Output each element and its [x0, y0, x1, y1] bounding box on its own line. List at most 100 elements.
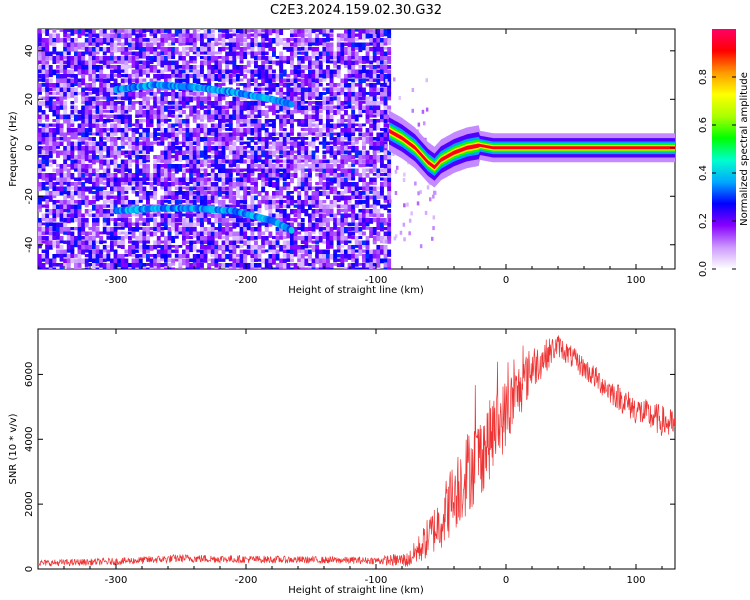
heatmap-cell	[243, 74, 248, 79]
heatmap-cell	[63, 69, 68, 75]
heatmap-cell	[264, 110, 269, 117]
heatmap-cell	[272, 74, 276, 81]
heatmap-cell	[92, 74, 96, 79]
heatmap-cell	[214, 105, 219, 113]
heatmap-cell	[286, 105, 291, 113]
heatmap-cell	[77, 222, 82, 230]
heatmap-cell	[354, 56, 359, 62]
heatmap-cell	[236, 96, 240, 103]
heatmap-cell	[286, 114, 291, 119]
heatmap-cell	[376, 249, 381, 256]
heatmap-cell	[48, 150, 53, 157]
heatmap-cell	[124, 191, 129, 194]
heatmap-cell	[282, 38, 287, 41]
heatmap-cell	[74, 159, 78, 164]
heatmap-cell	[383, 204, 388, 211]
heatmap-cell	[228, 60, 233, 65]
heatmap-cell	[63, 33, 68, 38]
heatmap-cell	[279, 245, 284, 252]
heatmap-cell	[344, 240, 348, 245]
heatmap-cell	[149, 218, 154, 222]
heatmap-cell	[142, 267, 147, 269]
heatmap-cell	[293, 218, 298, 223]
heatmap-cell	[135, 173, 140, 180]
heatmap-cell	[167, 74, 172, 82]
heatmap-cell	[257, 29, 262, 34]
heatmap-cell	[376, 69, 381, 74]
heatmap-cell	[92, 173, 96, 177]
heatmap-cell	[160, 222, 165, 227]
heatmap-cell	[138, 222, 143, 226]
heatmap-cell	[351, 168, 356, 176]
heatmap-cell	[45, 141, 50, 146]
heatmap-cell	[228, 191, 233, 196]
heatmap-cell	[286, 78, 291, 83]
heatmap-cell	[88, 186, 93, 192]
heatmap-cell	[120, 222, 125, 229]
heatmap-cell	[372, 186, 377, 194]
heatmap-cell	[207, 51, 212, 56]
heatmap-cell	[365, 204, 370, 208]
heatmap-cell	[52, 110, 57, 117]
heatmap-cell	[171, 38, 176, 44]
heatmap-cell	[189, 69, 194, 73]
heatmap-cell	[311, 141, 316, 149]
heatmap-cell	[411, 108, 414, 113]
heatmap-cell	[318, 222, 323, 230]
heatmap-cell	[250, 227, 255, 232]
heatmap-cell	[48, 218, 53, 225]
heatmap-cell	[48, 159, 53, 163]
heatmap-cell	[318, 51, 323, 58]
heatmap-cell	[344, 33, 348, 40]
heatmap-cell	[257, 209, 262, 214]
heatmap-cell	[221, 110, 226, 115]
heatmap-cell	[210, 173, 215, 179]
x-tick-label: 100	[626, 575, 645, 586]
heatmap-cell	[286, 200, 291, 205]
heatmap-cell	[156, 168, 161, 176]
heatmap-cell	[351, 263, 356, 269]
heatmap-cell	[250, 60, 255, 64]
heatmap-cell	[329, 137, 334, 141]
heatmap-cell	[45, 101, 50, 107]
heatmap-cell	[48, 92, 53, 95]
heatmap-cell	[167, 60, 172, 66]
heatmap-cell	[279, 69, 284, 74]
heatmap-cell	[92, 245, 96, 250]
heatmap-cell	[225, 132, 230, 139]
heatmap-cell	[236, 146, 240, 153]
heatmap-cell	[419, 244, 423, 249]
heatmap-cell	[128, 137, 132, 142]
heatmap-cell	[218, 132, 222, 137]
heatmap-cell	[38, 78, 42, 82]
heatmap-cell	[387, 204, 392, 208]
heatmap-cell	[365, 47, 370, 52]
heatmap-xlabel: Height of straight line (km)	[288, 285, 424, 296]
heatmap-cell	[236, 123, 240, 128]
heatmap-cell	[48, 231, 53, 236]
heatmap-cell	[386, 81, 390, 86]
heatmap-cell	[250, 231, 255, 236]
heatmap-cell	[318, 78, 323, 83]
heatmap-cell	[106, 105, 111, 110]
heatmap-cell	[383, 173, 388, 177]
heatmap-cell	[293, 29, 298, 36]
heatmap-cell	[261, 47, 266, 54]
heatmap-cell	[322, 38, 327, 45]
heatmap-cell	[372, 195, 377, 201]
heatmap-cell	[250, 51, 255, 59]
heatmap-cell	[102, 128, 107, 133]
heatmap-cell	[322, 141, 327, 149]
heatmap-cell	[214, 258, 219, 265]
heatmap-cell	[322, 47, 327, 53]
heatmap-cell	[243, 249, 248, 258]
heatmap-cell	[326, 267, 330, 269]
heatmap-cell	[236, 200, 240, 207]
heatmap-cell	[149, 56, 154, 62]
heatmap-cell	[300, 168, 305, 175]
heatmap-cell	[254, 96, 258, 104]
heatmap-cell	[279, 128, 284, 131]
heatmap-cell	[329, 119, 334, 123]
heatmap-cell	[228, 195, 233, 202]
heatmap-cell	[63, 218, 68, 223]
